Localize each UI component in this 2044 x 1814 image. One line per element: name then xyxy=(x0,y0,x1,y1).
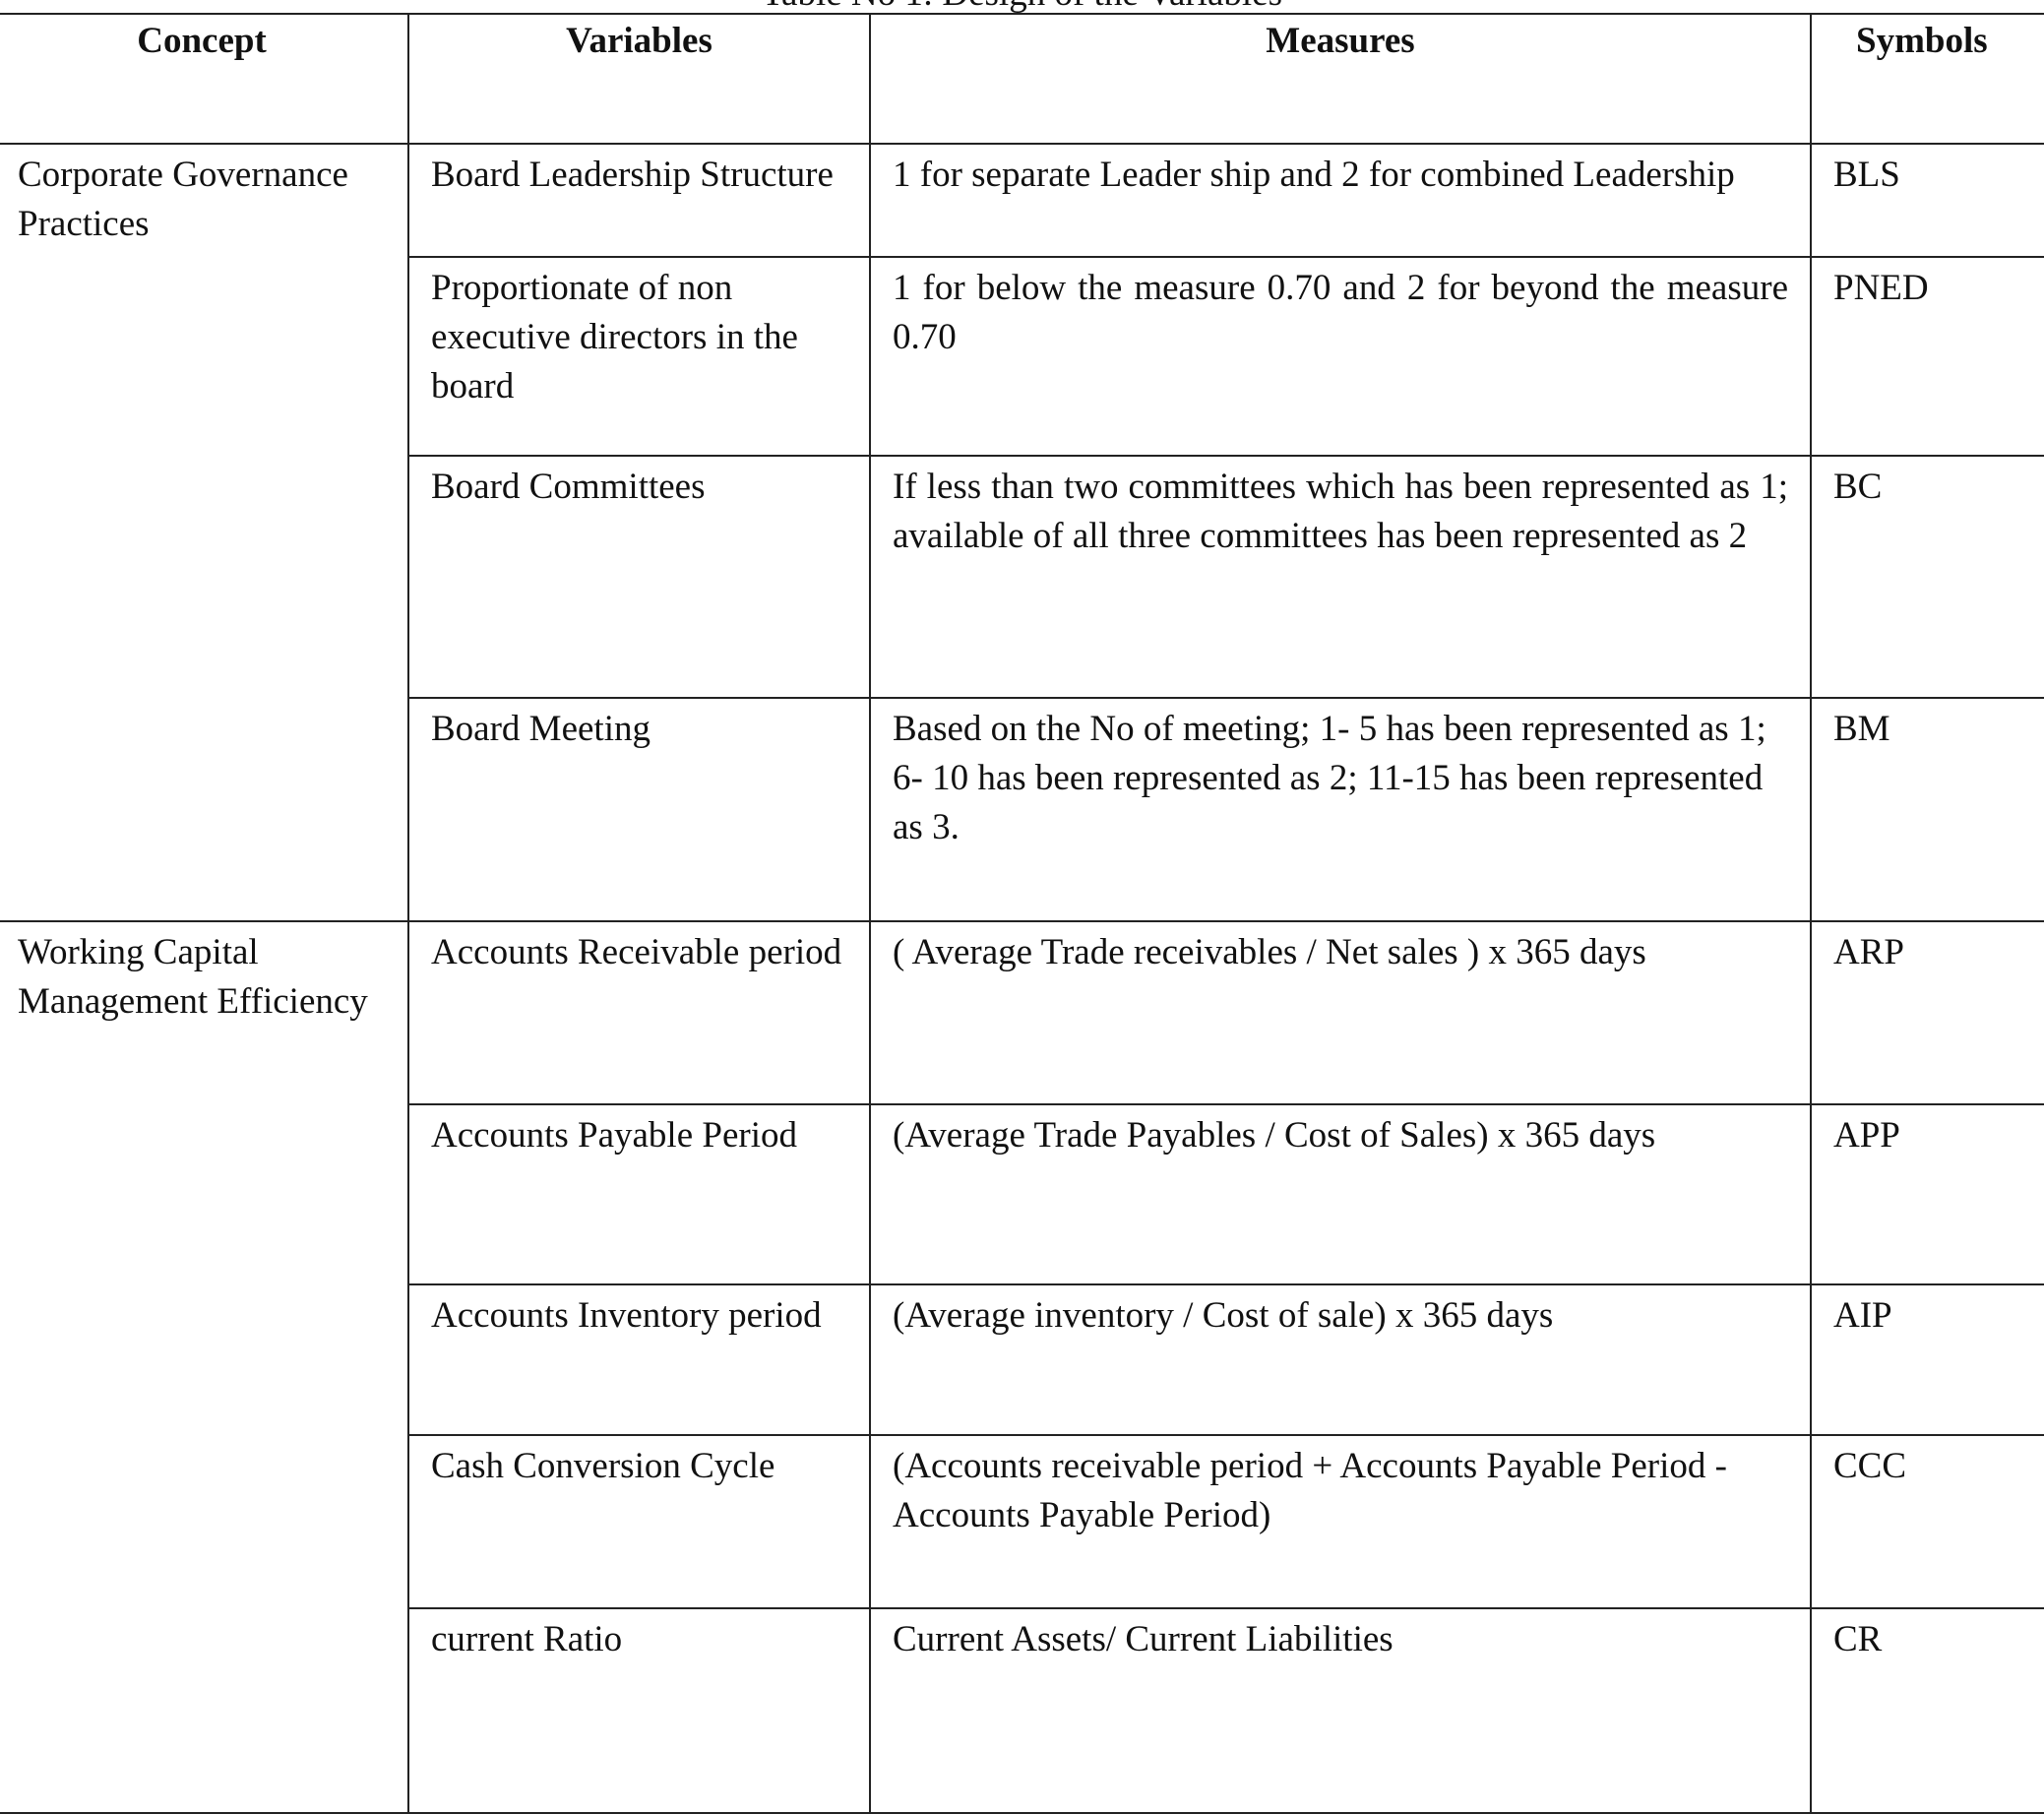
concept-cell: Corporate Governance Practices xyxy=(0,143,409,922)
variable-cell: Accounts Receivable period xyxy=(407,920,871,1105)
variable-cell: Accounts Inventory period xyxy=(407,1283,871,1436)
symbol-cell: APP xyxy=(1810,1103,2044,1285)
symbol-cell: BLS xyxy=(1810,143,2044,258)
variable-cell: Board Committees xyxy=(407,455,871,699)
variable-cell: current Ratio xyxy=(407,1607,871,1814)
symbol-cell: BM xyxy=(1810,697,2044,922)
symbol-cell: CCC xyxy=(1810,1434,2044,1609)
variable-cell: Proportionate of non executive directors… xyxy=(407,256,871,457)
variable-cell: Accounts Payable Period xyxy=(407,1103,871,1285)
table-row: Proportionate of non executive directors… xyxy=(0,256,2044,457)
table-row: Board Meeting Based on the No of meeting… xyxy=(0,697,2044,922)
measure-cell: (Average inventory / Cost of sale) x 365… xyxy=(869,1283,1812,1436)
variables-table: Concept Variables Measures Symbols Corpo… xyxy=(0,13,2044,1814)
measure-cell: Current Assets/ Current Liabilities xyxy=(869,1607,1812,1814)
table-caption: Table No 1: Design of the Variables xyxy=(0,0,2044,14)
measure-cell: ( Average Trade receivables / Net sales … xyxy=(869,920,1812,1105)
measure-cell: 1 for below the measure 0.70 and 2 for b… xyxy=(869,256,1812,457)
symbol-cell: BC xyxy=(1810,455,2044,699)
variable-cell: Board Meeting xyxy=(407,697,871,922)
measure-cell: (Accounts receivable period + Accounts P… xyxy=(869,1434,1812,1609)
header-concept: Concept xyxy=(0,13,409,145)
header-symbols: Symbols xyxy=(1810,13,2044,145)
header-measures: Measures xyxy=(869,13,1812,145)
header-variables: Variables xyxy=(407,13,871,145)
symbol-cell: AIP xyxy=(1810,1283,2044,1436)
table-row: Corporate Governance Practices Board Lea… xyxy=(0,143,2044,922)
measure-cell: 1 for separate Leader ship and 2 for com… xyxy=(869,143,1812,258)
measure-cell: Based on the No of meeting; 1- 5 has bee… xyxy=(869,697,1812,922)
symbol-cell: PNED xyxy=(1810,256,2044,457)
symbol-cell: CR xyxy=(1810,1607,2044,1814)
symbol-cell: ARP xyxy=(1810,920,2044,1105)
header-row: Concept Variables Measures Symbols xyxy=(0,13,2044,145)
table-row: Accounts Payable Period (Average Trade P… xyxy=(0,1103,2044,1285)
table-row: Cash Conversion Cycle (Accounts receivab… xyxy=(0,1434,2044,1609)
table-row: Accounts Inventory period (Average inven… xyxy=(0,1283,2044,1436)
table-row: Board Committees If less than two commit… xyxy=(0,455,2044,699)
concept-cell: Working Capital Management Efficiency xyxy=(0,920,409,1814)
variable-cell: Board Leadership Structure xyxy=(407,143,871,258)
measure-cell: (Average Trade Payables / Cost of Sales)… xyxy=(869,1103,1812,1285)
variable-cell: Cash Conversion Cycle xyxy=(407,1434,871,1609)
measure-cell: If less than two committees which has be… xyxy=(869,455,1812,699)
table-row: Working Capital Management Efficiency Ac… xyxy=(0,920,2044,1814)
